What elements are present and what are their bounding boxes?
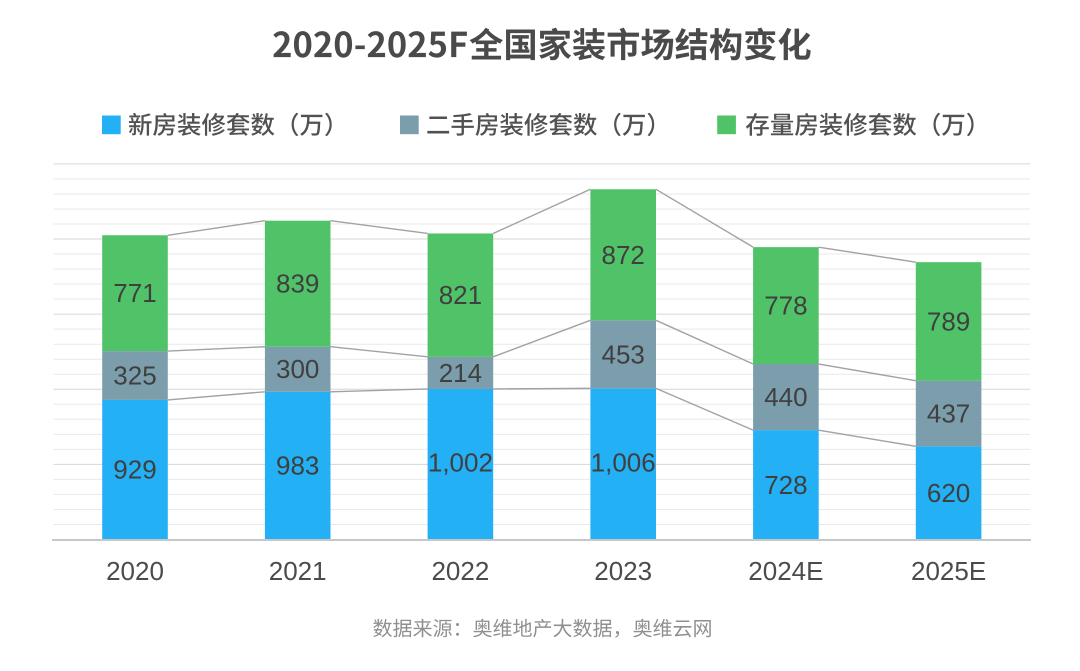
svg-text:453: 453 bbox=[602, 339, 645, 369]
svg-text:2021: 2021 bbox=[269, 556, 327, 586]
svg-text:2020: 2020 bbox=[106, 556, 164, 586]
svg-text:325: 325 bbox=[113, 360, 156, 390]
svg-text:214: 214 bbox=[439, 358, 482, 388]
svg-text:771: 771 bbox=[113, 278, 156, 308]
svg-text:437: 437 bbox=[927, 398, 970, 428]
svg-text:983: 983 bbox=[276, 451, 319, 481]
svg-text:778: 778 bbox=[764, 291, 807, 321]
svg-text:620: 620 bbox=[927, 478, 970, 508]
svg-text:929: 929 bbox=[113, 455, 156, 485]
svg-text:2023: 2023 bbox=[594, 556, 652, 586]
svg-text:872: 872 bbox=[602, 240, 645, 270]
svg-text:2024E: 2024E bbox=[748, 556, 823, 586]
svg-text:821: 821 bbox=[439, 280, 482, 310]
svg-text:300: 300 bbox=[276, 354, 319, 384]
svg-text:1,002: 1,002 bbox=[428, 448, 493, 478]
svg-text:728: 728 bbox=[764, 470, 807, 500]
svg-text:2025E: 2025E bbox=[911, 556, 986, 586]
svg-text:839: 839 bbox=[276, 269, 319, 299]
svg-text:789: 789 bbox=[927, 306, 970, 336]
svg-text:440: 440 bbox=[764, 382, 807, 412]
svg-text:2022: 2022 bbox=[431, 556, 489, 586]
svg-text:1,006: 1,006 bbox=[591, 447, 656, 477]
